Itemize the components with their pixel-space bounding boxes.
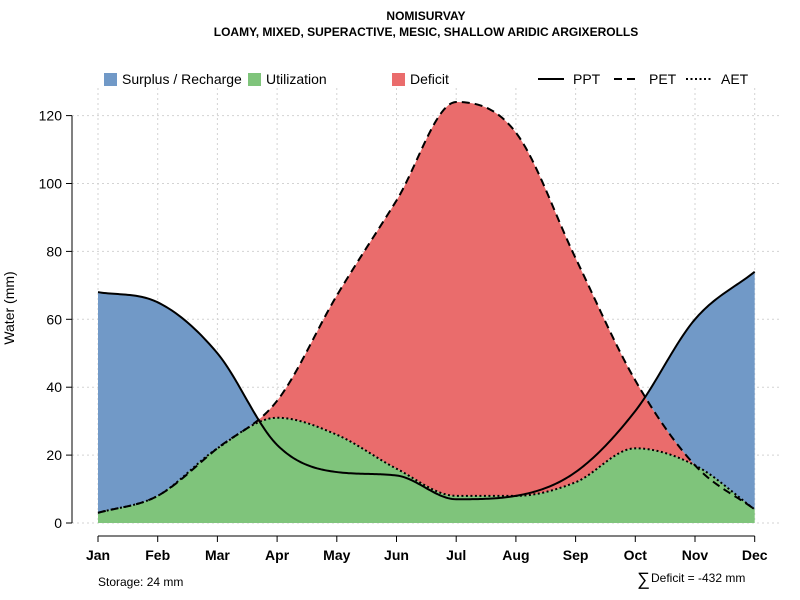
legend-label: AET bbox=[721, 71, 749, 87]
x-tick-label-mar: Mar bbox=[205, 547, 230, 563]
areas bbox=[98, 102, 755, 523]
x-tick-label-jan: Jan bbox=[86, 547, 110, 563]
y-tick-label: 100 bbox=[39, 176, 63, 192]
chart-subtitle: LOAMY, MIXED, SUPERACTIVE, MESIC, SHALLO… bbox=[214, 25, 638, 39]
legend-swatch bbox=[392, 73, 405, 86]
y-tick-label: 40 bbox=[46, 379, 62, 395]
legend-item-surplus-recharge: Surplus / Recharge bbox=[104, 71, 242, 87]
deficit-annotation: Deficit = -432 mm bbox=[651, 571, 745, 585]
legend-swatch bbox=[248, 73, 261, 86]
storage-annotation: Storage: 24 mm bbox=[98, 575, 183, 589]
legend-item-aet: AET bbox=[686, 71, 749, 87]
legend-label: Deficit bbox=[410, 71, 449, 87]
legend-item-ppt: PPT bbox=[538, 71, 601, 87]
y-tick-label: 120 bbox=[39, 108, 63, 124]
legend: Surplus / Recharge Utilization Deficit PPT P… bbox=[104, 71, 749, 87]
x-tick-label-dec: Dec bbox=[742, 547, 768, 563]
deficit-area bbox=[98, 102, 755, 513]
x-tick-label-oct: Oct bbox=[624, 547, 648, 563]
utilization-area bbox=[98, 417, 755, 523]
aet-line bbox=[97, 416, 756, 514]
y-axis-label: Water (mm) bbox=[1, 271, 17, 344]
x-tick-label-sep: Sep bbox=[563, 547, 589, 563]
axes: 0 20 40 60 80 100 120 Jan Feb Mar Apr May Jun Jul Aug S… bbox=[39, 108, 768, 563]
chart-title: NOMISURVAY bbox=[386, 9, 465, 23]
y-tick-label: 80 bbox=[46, 243, 62, 259]
ppt-line bbox=[97, 270, 756, 501]
y-tick-label: 0 bbox=[54, 515, 62, 531]
legend-label: PET bbox=[649, 71, 677, 87]
legend-item-utilization: Utilization bbox=[248, 71, 327, 87]
x-tick-label-apr: Apr bbox=[265, 547, 290, 563]
legend-swatch bbox=[104, 73, 117, 86]
surplus-area bbox=[98, 102, 755, 513]
legend-item-pet: PET bbox=[614, 71, 677, 87]
legend-item-deficit: Deficit bbox=[392, 71, 449, 87]
y-tick-label: 60 bbox=[46, 311, 62, 327]
x-tick-label-jun: Jun bbox=[384, 547, 409, 563]
x-tick-label-aug: Aug bbox=[502, 547, 529, 563]
y-tick-label: 20 bbox=[46, 447, 62, 463]
x-tick-label-nov: Nov bbox=[682, 547, 709, 563]
series-lines bbox=[97, 101, 756, 514]
legend-label: PPT bbox=[573, 71, 601, 87]
x-tick-label-feb: Feb bbox=[145, 547, 170, 563]
legend-label: Utilization bbox=[266, 71, 327, 87]
x-tick-label-jul: Jul bbox=[446, 547, 466, 563]
x-tick-label-may: May bbox=[323, 547, 350, 563]
legend-label: Surplus / Recharge bbox=[122, 71, 242, 87]
deficit-sigma: ∑ bbox=[637, 569, 650, 589]
